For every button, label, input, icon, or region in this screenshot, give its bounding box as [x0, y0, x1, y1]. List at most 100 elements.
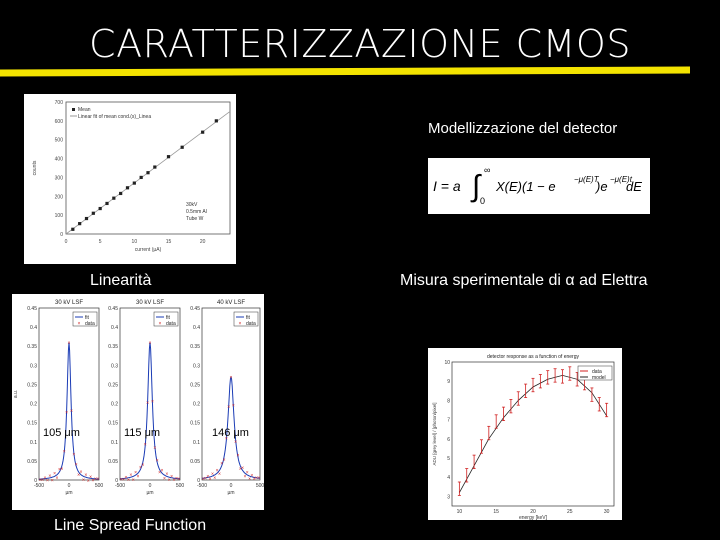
lsf-data-point: × — [44, 475, 47, 481]
lsf-data-point: × — [218, 471, 221, 477]
lsf-y-tick: 0.35 — [108, 344, 118, 350]
lsf-legend-data: data — [166, 321, 176, 327]
lsf-y-tick: 0.05 — [108, 459, 118, 465]
lsf-data-point: × — [213, 476, 216, 482]
alpha-x-tick: 15 — [493, 509, 499, 515]
lin-x-tick: 0 — [65, 239, 68, 245]
lin-point — [139, 175, 143, 180]
lsf-y-tick: 0.3 — [30, 363, 37, 369]
lsf-data-point: × — [216, 468, 219, 474]
formula-upper: ∞ — [484, 165, 490, 175]
lsf-y-tick: 0.25 — [27, 382, 37, 388]
lsf-data-point: × — [257, 476, 260, 482]
lsf-data-point: × — [173, 477, 176, 483]
lsf-data-point: × — [232, 403, 235, 409]
lsf-xlabel: µm — [227, 490, 234, 496]
lsf-y-tick: 0.25 — [190, 382, 200, 388]
lsf-y-tick: 0.4 — [111, 325, 118, 331]
alpha-y-tick: 10 — [444, 360, 450, 366]
lsf-data-point: × — [122, 477, 125, 483]
lin-point — [112, 196, 116, 200]
lsf-data-point: × — [146, 400, 149, 406]
formula-lhs: I = a — [433, 178, 461, 194]
alpha-y-tick: 7 — [447, 418, 450, 424]
alpha-legend-data: data — [592, 369, 602, 375]
lsf-data-point: × — [223, 457, 226, 463]
lin-legend-mean: Mean — [78, 107, 91, 113]
lsf-legend-fit: fit — [246, 315, 251, 321]
alpha-y-tick: 8 — [447, 398, 450, 404]
lin-x-tick: 20 — [200, 239, 206, 245]
lsf-data-point: × — [137, 474, 140, 480]
lsf-fwhm-label: 105 μm — [43, 427, 80, 439]
lsf-y-tick: 0.3 — [111, 363, 118, 369]
slide-title: CARATTERIZZAZIONE CMOS — [89, 22, 631, 66]
lsf-data-point: × — [227, 405, 230, 411]
lsf-xlabel: µm — [65, 490, 72, 496]
lsf-data-point: × — [51, 478, 54, 484]
lsf-y-tick: 0.4 — [30, 325, 37, 331]
lin-point — [78, 222, 82, 226]
lsf-data-point: × — [75, 462, 78, 468]
lin-point — [91, 211, 95, 215]
lin-x-tick: 5 — [99, 239, 102, 245]
lsf-y-tick: 0 — [34, 478, 37, 484]
lsf-y-tick: 0 — [197, 478, 200, 484]
lsf-y-tick: 0.45 — [190, 306, 200, 312]
lin-point — [105, 201, 109, 206]
lsf-data-point: × — [255, 475, 258, 481]
lsf-data-point: × — [132, 477, 135, 483]
lsf-data-point: × — [170, 474, 173, 480]
lsf-data-point: × — [151, 399, 154, 405]
lsf-plots: 30 kV LSF 0 0.05 0.1 0.15 0.2 0.25 0.3 0.35 0.4 0.… — [12, 294, 264, 510]
alpha-ylabel: ADU [grey level] / [photon/pixel] — [432, 402, 437, 465]
formula-exp1: −μ(E)T — [574, 175, 600, 184]
lsf-data-point: × — [46, 478, 49, 484]
formula-integrand: X(E)(1 − e — [495, 179, 556, 194]
lsf-data-point: × — [144, 442, 147, 448]
lin-note: Tube W — [186, 216, 204, 222]
lsf-y-tick: 0.25 — [108, 382, 118, 388]
model-label: Modellizzazione del detector — [428, 120, 618, 137]
lsf-fwhm-label: 115 μm — [124, 427, 160, 439]
lsf-y-tick: 0.2 — [111, 402, 118, 408]
lsf-y-tick: 0.05 — [27, 459, 37, 465]
lsf-data-point: × — [129, 473, 132, 479]
alpha-model-line — [459, 374, 607, 493]
alpha-x-tick: 25 — [567, 509, 573, 515]
lsf-y-tick: 0.35 — [190, 344, 200, 350]
lsf-data-point: × — [48, 473, 51, 479]
lsf-data-point: × — [53, 471, 56, 477]
lsf-data-point: × — [127, 478, 130, 484]
lsf-y-tick: 0.05 — [190, 459, 200, 465]
alpha-title: detector response as a function of energ… — [487, 354, 580, 360]
lsf-title: 30 kV LSF — [136, 300, 164, 306]
lin-frame — [65, 101, 231, 235]
lsf-legend-box — [153, 311, 179, 327]
measure-label: Misura sperimentale di α ad Elettra — [400, 272, 648, 289]
lsf-data-point: × — [68, 340, 71, 346]
lsf-data-point: × — [141, 463, 144, 469]
lsf-data-point: × — [236, 453, 239, 459]
lsf-data-point: × — [82, 477, 85, 483]
lsf-data-point: × — [250, 473, 253, 479]
lin-note: 0.5mm Al — [186, 209, 207, 215]
lsf-fit-curve — [202, 376, 260, 479]
lsf-fit-curve — [120, 342, 180, 480]
alpha-plot: detector response as a function of energ… — [428, 348, 622, 520]
lsf-legend-marker: × — [239, 321, 242, 327]
lin-point — [201, 130, 205, 134]
lsf-y-tick: 0.15 — [190, 421, 200, 427]
lsf-legend-data: data — [85, 321, 95, 327]
lsf-x-tick: 0 — [68, 483, 71, 489]
lin-note: 30kV — [186, 202, 198, 208]
lin-legend-fit: Linear fit of mean cond.(s)_Linea — [78, 114, 151, 120]
lsf-data-point: × — [63, 449, 66, 455]
alpha-y-tick: 5 — [447, 456, 450, 462]
lsf-data-point: × — [58, 467, 61, 473]
lsf-legend-box — [233, 311, 259, 327]
lsf-data-point: × — [41, 477, 44, 483]
formula-exp2: −μ(E)t — [610, 175, 633, 184]
lin-xlabel: current (µA) — [135, 247, 162, 253]
lsf-legend-marker: × — [78, 321, 81, 327]
